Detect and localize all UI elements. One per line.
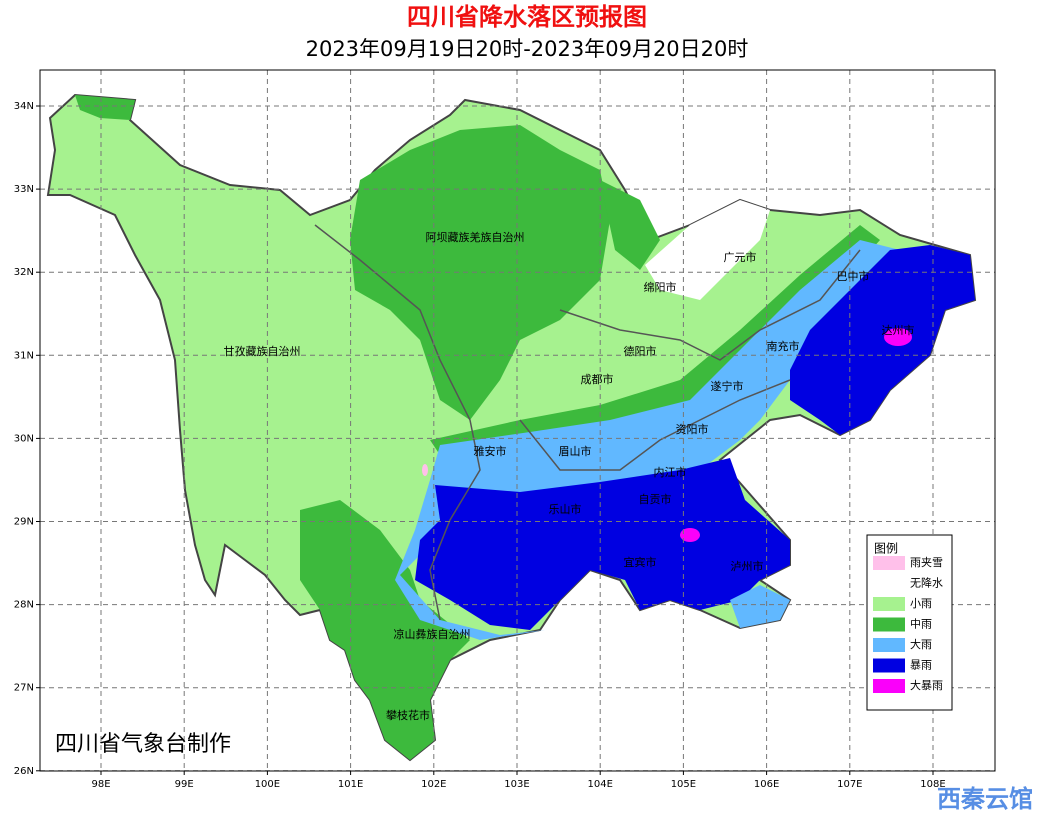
lat-tick-label: 34N — [14, 101, 34, 112]
lon-tick-label: 105E — [671, 779, 696, 790]
region-label: 南充市 — [767, 339, 800, 353]
legend-swatch — [873, 658, 905, 673]
region-label: 雅安市 — [474, 444, 507, 458]
lon-tick-label: 103E — [504, 779, 529, 790]
region-label: 德阳市 — [624, 344, 657, 358]
legend-label: 小雨 — [910, 597, 932, 610]
region-label: 自贡市 — [639, 492, 672, 506]
region-label: 阿坝藏族羌族自治州 — [426, 230, 525, 244]
lat-tick-label: 27N — [14, 683, 34, 694]
region-label: 成都市 — [581, 372, 614, 386]
city-boundaries — [519, 379, 791, 471]
region-label: 凉山彝族自治州 — [394, 627, 471, 641]
lon-tick-label: 100E — [255, 779, 280, 790]
region-label: 宜宾市 — [624, 555, 657, 569]
lon-tick-label: 107E — [837, 779, 862, 790]
legend-label: 大雨 — [910, 637, 932, 651]
watermark: 西秦云馆 — [937, 785, 1033, 813]
heavy-rain-patch — [730, 585, 790, 628]
lon-tick-label: 104E — [587, 779, 612, 790]
graticule: 34N 33N 32N 31N 30N 29N 28N 27N 26N 98E 99E 100E 101… — [14, 70, 995, 790]
region-label: 资阳市 — [676, 422, 709, 436]
city-boundaries — [314, 224, 481, 621]
legend-label: 雨夹雪 — [910, 556, 943, 569]
no-rain-area — [645, 200, 770, 300]
region-label: 甘孜藏族自治州 — [224, 344, 301, 358]
title: 四川省降水落区预报图 — [407, 3, 647, 31]
extreme-rain-luzhou — [680, 528, 700, 542]
region-label: 绵阳市 — [644, 280, 677, 294]
lat-tick-label: 33N — [14, 184, 34, 195]
legend-label: 大暴雨 — [910, 678, 943, 692]
lat-tick-label: 31N — [14, 350, 34, 361]
legend-label: 暴雨 — [910, 659, 932, 672]
region-label: 达州市 — [882, 323, 915, 337]
legend-title: 图例 — [874, 542, 898, 556]
city-boundaries — [559, 249, 861, 361]
region-label: 遂宁市 — [711, 379, 744, 393]
heavy-rain-band — [395, 240, 900, 640]
lon-tick-label: 108E — [920, 779, 945, 790]
moderate-rain-west — [300, 500, 470, 760]
rainstorm-south — [415, 458, 790, 630]
moderate-rain-north — [350, 125, 610, 420]
map — [46, 93, 977, 762]
region-label: 乐山市 — [549, 502, 582, 516]
legend-swatch — [873, 576, 905, 591]
lat-tick-label: 32N — [14, 267, 34, 278]
lat-tick-label: 30N — [14, 433, 34, 444]
legend-swatch — [873, 556, 905, 570]
sleet-patch — [422, 464, 428, 476]
credit: 四川省气象台制作 — [55, 732, 231, 757]
lon-tick-label: 98E — [91, 779, 110, 790]
map-frame — [39, 69, 996, 772]
lat-tick-label: 29N — [14, 517, 34, 528]
region-label: 巴中市 — [837, 269, 870, 283]
legend-swatch — [873, 638, 905, 652]
region-label: 攀枝花市 — [386, 708, 430, 722]
legend-label: 无降水 — [910, 576, 943, 590]
extreme-rain-dazhou — [884, 328, 912, 346]
lon-tick-label: 102E — [421, 779, 446, 790]
region-label: 泸州市 — [731, 559, 764, 573]
legend-swatch — [873, 679, 905, 693]
lon-tick-label: 106E — [754, 779, 779, 790]
moderate-rain-patch — [75, 95, 135, 120]
region-label: 眉山市 — [559, 444, 592, 458]
lon-tick-label: 99E — [175, 779, 194, 790]
region-label: 广元市 — [724, 250, 757, 264]
region-label: 内江市 — [654, 465, 687, 479]
rainstorm-northeast — [790, 245, 975, 435]
lon-tick-label: 101E — [338, 779, 363, 790]
lat-tick-label: 26N — [14, 766, 34, 777]
lat-tick-label: 28N — [14, 600, 34, 611]
subtitle: 2023年09月19日20时-2023年09月20日20时 — [306, 37, 749, 61]
legend-label: 中雨 — [910, 618, 932, 631]
legend-swatch — [873, 597, 905, 611]
legend-swatch — [873, 617, 905, 632]
moderate-rain-east — [600, 180, 660, 270]
